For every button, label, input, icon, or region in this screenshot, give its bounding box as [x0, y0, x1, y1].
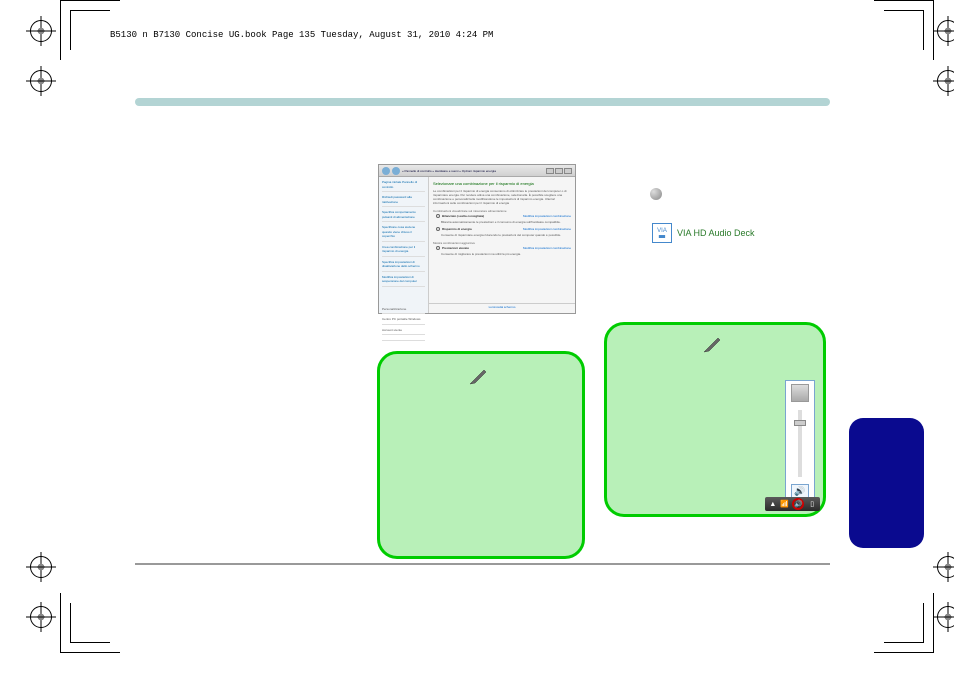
- registration-mark-icon: [937, 556, 954, 583]
- tray-volume-icon[interactable]: 🔊: [792, 498, 804, 510]
- window-titlebar: « Pannello di controllo » Hardware e suo…: [379, 165, 575, 177]
- pen-icon: [702, 334, 722, 354]
- radio-icon[interactable]: [436, 214, 440, 218]
- tray-icon[interactable]: ▯: [808, 500, 816, 508]
- window-buttons: [546, 168, 572, 174]
- option-link[interactable]: Modifica impostazioni combinazione: [523, 214, 571, 218]
- option-link[interactable]: Modifica impostazioni combinazione: [523, 227, 571, 231]
- content-description: Le combinazioni per il risparmio di ener…: [433, 189, 571, 206]
- registration-mark-icon: [937, 606, 954, 633]
- taskbar-tray: ▲ 📶 🔊 ▯: [765, 497, 820, 511]
- minimize-button[interactable]: [546, 168, 554, 174]
- sidebar-link[interactable]: Modifica impostazioni di sospensione del…: [382, 275, 425, 287]
- crop-mark: [70, 10, 110, 50]
- sidebar-footer-link[interactable]: Personalizzazione: [382, 307, 425, 315]
- option-link[interactable]: Modifica impostazioni combinazione: [523, 246, 571, 250]
- registration-mark-icon: [30, 606, 52, 633]
- nav-forward-icon[interactable]: [392, 167, 400, 175]
- option-desc: Consente di migliorare le prestazioni ma…: [433, 252, 571, 256]
- power-options-window: « Pannello di controllo » Hardware e suo…: [378, 164, 576, 314]
- sidebar-footer-link[interactable]: Centro PC portatile Windows: [382, 317, 425, 325]
- registration-mark-icon: [30, 556, 52, 583]
- breadcrumb[interactable]: « Pannello di controllo » Hardware e suo…: [402, 169, 546, 173]
- close-button[interactable]: [564, 168, 572, 174]
- sphere-icon: [650, 188, 662, 200]
- tray-icon[interactable]: ▲: [769, 500, 777, 508]
- option-desc: Consente di risparmiare energia riducend…: [433, 233, 571, 237]
- crop-mark: [884, 603, 924, 643]
- window-sidebar: Pagina iniziale Pannello di controllo Ri…: [379, 177, 429, 313]
- audio-deck-label: VIA HD Audio Deck: [677, 228, 755, 238]
- registration-mark-icon: [30, 70, 52, 97]
- note-box: 🔊 Mixer ▲ 📶 🔊 ▯: [604, 322, 826, 517]
- sidebar-link[interactable]: Pagina iniziale Pannello di controllo: [382, 180, 425, 192]
- crop-mark: [70, 603, 110, 643]
- sidebar-link[interactable]: Crea combinazione per il risparmio di en…: [382, 245, 425, 257]
- content-title: Selezionare una combinazione per il risp…: [433, 181, 571, 187]
- volume-popup[interactable]: 🔊 Mixer: [785, 380, 815, 510]
- pen-icon: [468, 366, 488, 386]
- option-desc: Bilancia automaticamente le prestazioni …: [433, 220, 571, 224]
- tray-network-icon[interactable]: 📶: [781, 500, 789, 508]
- audio-deck-shortcut[interactable]: VIA ▅▅ VIA HD Audio Deck: [652, 223, 755, 243]
- slider-thumb[interactable]: [794, 420, 806, 426]
- maximize-button[interactable]: [555, 168, 563, 174]
- sidebar-link[interactable]: Specifica impostazioni di disattivazione…: [382, 260, 425, 272]
- window-footer[interactable]: Luminosità schermo: [429, 303, 575, 313]
- volume-slider[interactable]: [798, 410, 802, 477]
- option-label: Prestazioni elevate: [442, 246, 469, 250]
- crop-mark: [884, 10, 924, 50]
- decorative-bottom-line: [135, 563, 830, 565]
- sidebar-link[interactable]: Specifica comportamento pulsanti di alim…: [382, 210, 425, 222]
- page-side-tab: [849, 418, 924, 548]
- option-label: Bilanciato (scelta consigliata): [442, 214, 484, 218]
- decorative-top-bar: [135, 98, 830, 106]
- sidebar-link[interactable]: Specificare cosa avviene quando viene ch…: [382, 225, 425, 242]
- nav-back-icon[interactable]: [382, 167, 390, 175]
- sidebar-footer-link[interactable]: Account utente: [382, 328, 425, 336]
- via-audio-icon: VIA ▅▅: [652, 223, 672, 243]
- radio-icon[interactable]: [436, 246, 440, 250]
- page-header-text: B5130 n B7130 Concise UG.book Page 135 T…: [110, 30, 493, 40]
- speaker-device-icon: [791, 384, 809, 402]
- mute-button[interactable]: 🔊: [791, 484, 809, 498]
- window-main-content: Selezionare una combinazione per il risp…: [429, 177, 575, 313]
- registration-mark-icon: [30, 20, 52, 47]
- option-label: Risparmio di energia: [442, 227, 472, 231]
- sidebar-link[interactable]: Richiedi password alla riattivazione: [382, 195, 425, 207]
- registration-mark-icon: [937, 20, 954, 47]
- radio-icon[interactable]: [436, 227, 440, 231]
- registration-mark-icon: [937, 70, 954, 97]
- note-box: [377, 351, 585, 559]
